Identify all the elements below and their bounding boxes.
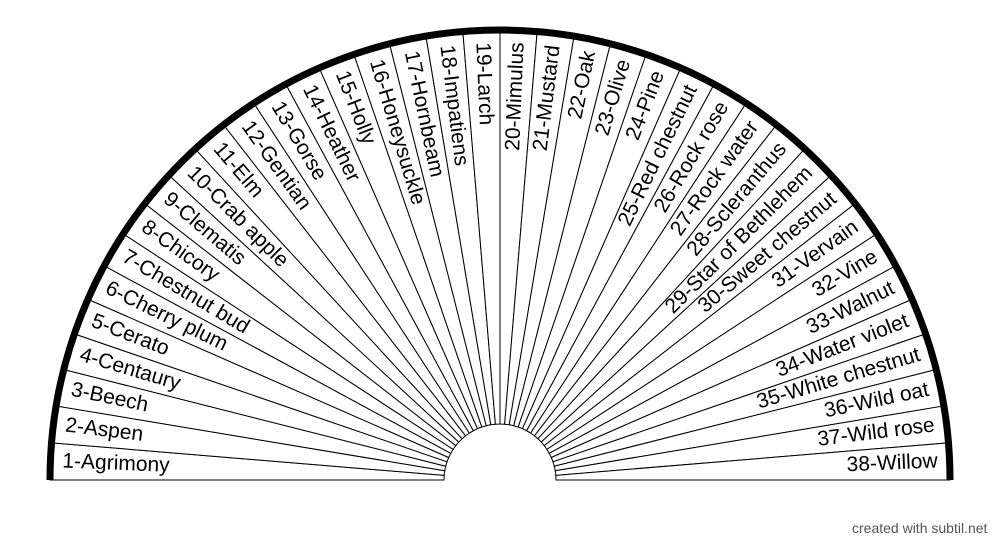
fan-label: 38-Willow <box>846 449 939 476</box>
fan-label: 19-Larch <box>471 42 497 126</box>
fan-label: 1-Agrimony <box>62 449 171 476</box>
credit-text: created with subtil.net <box>852 520 987 536</box>
fan-chart: 1-Agrimony2-Aspen3-Beech4-Centaury5-Cera… <box>0 0 1000 540</box>
fan-label: 20-Mimulus <box>501 42 528 151</box>
